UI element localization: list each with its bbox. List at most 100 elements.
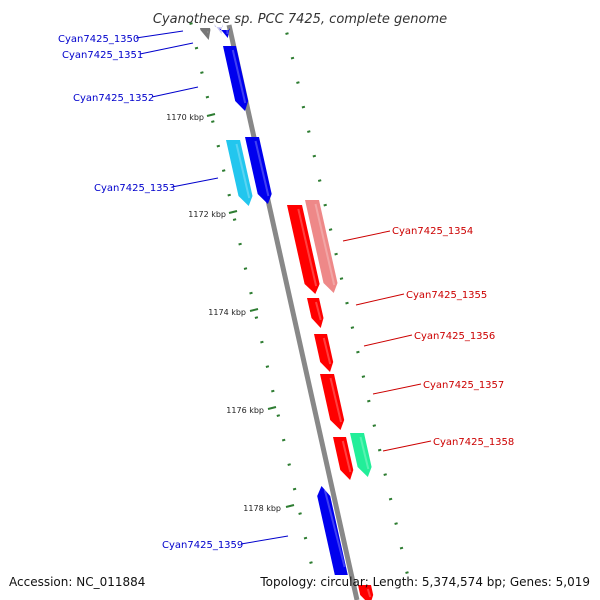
left-tick xyxy=(205,95,210,99)
left-tick xyxy=(232,218,237,221)
gene-1358-arrow[interactable] xyxy=(333,437,354,480)
gene-1351-arrow[interactable] xyxy=(219,28,230,38)
topology-label: Topology: circular; Length: 5,374,574 bp… xyxy=(259,575,590,589)
scale-label-1178: 1178 kbp xyxy=(243,504,281,513)
leader-line-1352 xyxy=(151,86,199,98)
gene-1350-arrow[interactable] xyxy=(200,28,211,40)
left-tick xyxy=(276,414,281,417)
left-tick xyxy=(221,169,226,172)
major-tick xyxy=(206,113,216,117)
gene-1358-green-arrow-shade xyxy=(359,436,370,470)
right-tick xyxy=(307,130,311,133)
gene-label-1353[interactable]: Cyan7425_1353 xyxy=(94,183,175,194)
right-tick xyxy=(334,252,338,256)
scale-label-1174: 1174 kbp xyxy=(208,308,246,317)
right-tick xyxy=(372,424,377,427)
right-tick xyxy=(383,473,387,476)
gene-1357-arrow[interactable] xyxy=(320,374,345,430)
gene-label-1359[interactable]: Cyan7425_1359 xyxy=(162,540,243,551)
right-tick xyxy=(356,350,360,354)
gene-1354-pink-arrow[interactable] xyxy=(305,200,338,293)
gene-1356-arrow[interactable] xyxy=(314,334,334,372)
gene-1358-green-arrow[interactable] xyxy=(350,433,372,477)
gene-1356-arrow-shade xyxy=(322,337,332,365)
gene-1354-pink-arrow-shade xyxy=(314,203,336,286)
left-tick xyxy=(254,316,259,319)
gene-1354-arrow-shade xyxy=(297,208,318,287)
gene-1353-cyan-arrow[interactable] xyxy=(226,140,253,206)
scale-label-1176: 1176 kbp xyxy=(226,406,264,415)
left-tick xyxy=(216,144,221,148)
gene-1354-arrow[interactable] xyxy=(287,205,320,294)
right-tick xyxy=(377,448,382,452)
gene-1353-arrow[interactable] xyxy=(245,137,272,204)
gene-label-1354[interactable]: Cyan7425_1354 xyxy=(392,226,473,237)
left-tick xyxy=(189,22,193,25)
gene-1359-arrow-shade xyxy=(323,489,346,568)
right-tick xyxy=(301,105,306,109)
right-tick xyxy=(285,32,289,35)
leader-line-1356 xyxy=(363,334,413,347)
gene-features xyxy=(200,24,374,600)
left-tick xyxy=(200,71,204,74)
leader-line-1358 xyxy=(382,440,432,452)
right-tick xyxy=(394,522,398,525)
gene-bottom-arrow[interactable] xyxy=(358,585,374,600)
leader-line-1350 xyxy=(135,30,184,39)
leader-line-1353 xyxy=(171,177,219,188)
leader-line-1351 xyxy=(139,42,194,55)
gene-label-1355[interactable]: Cyan7425_1355 xyxy=(406,290,487,301)
right-tick xyxy=(339,277,344,280)
left-tick xyxy=(292,487,297,491)
gene-label-1352[interactable]: Cyan7425_1352 xyxy=(73,93,154,104)
gene-label-1356[interactable]: Cyan7425_1356 xyxy=(414,331,495,342)
left-tick xyxy=(303,536,308,540)
gene-1359-arrow[interactable] xyxy=(317,486,348,575)
left-tick xyxy=(287,463,291,466)
gene-label-1351[interactable]: Cyan7425_1351 xyxy=(62,50,143,61)
gene-1352-arrow[interactable] xyxy=(223,46,249,111)
right-tick xyxy=(345,301,349,305)
left-tick xyxy=(260,340,264,344)
left-tick xyxy=(281,438,286,442)
leader-line-1354 xyxy=(342,230,391,242)
left-tick xyxy=(238,242,242,246)
genome-backbone xyxy=(226,24,360,600)
gene-bottom-arrow-shade xyxy=(366,588,372,598)
gene-1355-arrow-shade xyxy=(315,301,322,321)
gene-label-1350[interactable]: Cyan7425_1350 xyxy=(58,34,139,45)
right-tick xyxy=(350,326,355,329)
gene-1357-arrow-shade xyxy=(329,377,342,423)
right-tick xyxy=(290,56,295,60)
right-tick xyxy=(296,81,300,84)
major-tick xyxy=(267,406,277,410)
right-tick xyxy=(312,154,317,158)
right-tick xyxy=(399,546,404,550)
gene-1358-arrow-shade xyxy=(341,440,352,473)
right-tick xyxy=(405,571,409,574)
major-tick xyxy=(228,210,238,214)
right-tick xyxy=(328,228,333,231)
major-tick xyxy=(249,308,259,312)
gene-1353-cyan-arrow-shade xyxy=(235,143,251,199)
left-tick xyxy=(298,512,302,515)
left-tick xyxy=(271,389,275,393)
gene-1353-arrow-shade xyxy=(254,140,270,197)
left-tick xyxy=(211,120,215,123)
gene-lavender-arrow[interactable] xyxy=(214,24,223,34)
gene-1352-arrow-shade xyxy=(231,49,247,104)
left-tick xyxy=(194,46,199,50)
gene-label-1358[interactable]: Cyan7425_1358 xyxy=(433,437,514,448)
map-title: Cyanothece sp. PCC 7425, complete genome xyxy=(153,12,447,27)
right-tick xyxy=(323,203,327,207)
gene-label-1357[interactable]: Cyan7425_1357 xyxy=(423,380,504,391)
left-tick xyxy=(309,561,313,564)
left-tick xyxy=(227,193,231,197)
left-tick xyxy=(243,267,248,270)
leader-line-1357 xyxy=(372,383,422,395)
leader-line-1359 xyxy=(240,535,289,545)
right-tick xyxy=(317,179,322,182)
accession-label: Accession: NC_011884 xyxy=(9,575,145,589)
gene-1355-arrow[interactable] xyxy=(307,298,324,328)
